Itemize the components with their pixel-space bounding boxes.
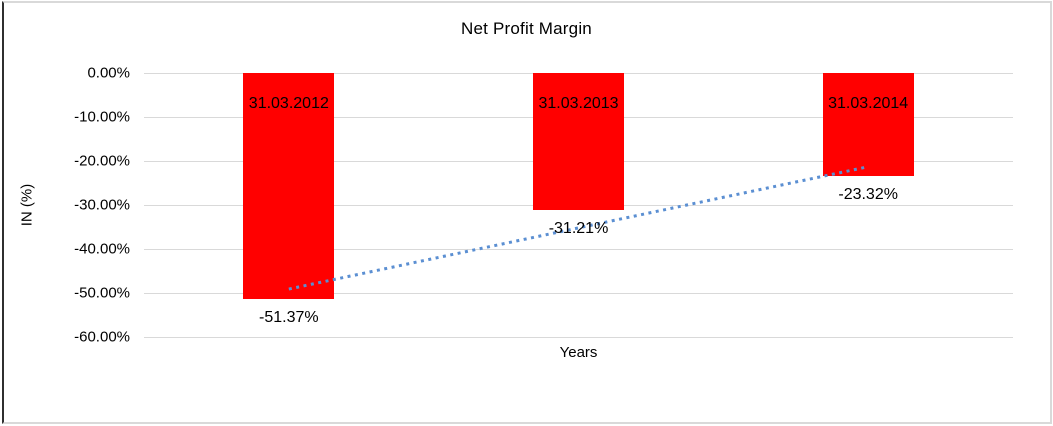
y-tick-label: -40.00%	[74, 240, 130, 258]
y-axis-title: IN (%)	[18, 183, 36, 227]
y-tick-label: -60.00%	[74, 328, 130, 346]
category-label: 31.03.2014	[828, 95, 909, 112]
category-label: 31.03.2013	[538, 95, 619, 112]
y-tick-label: -30.00%	[74, 196, 130, 214]
value-label: -51.37%	[259, 309, 319, 327]
y-tick-label: 0.00%	[87, 64, 130, 82]
bar-31.03.2014	[822, 73, 914, 176]
y-tick-label: -50.00%	[74, 284, 130, 302]
chart-title: Net Profit Margin	[461, 19, 592, 38]
y-tick-label: -20.00%	[74, 152, 130, 170]
x-axis-title: Years	[559, 344, 598, 361]
category-label: 31.03.2012	[248, 95, 329, 112]
y-tick-label: -10.00%	[74, 108, 130, 126]
bar-31.03.2013	[533, 73, 624, 211]
value-label: -23.32%	[838, 185, 898, 203]
gridline	[144, 292, 1013, 294]
gridline	[144, 336, 1013, 338]
value-label: -31.21%	[548, 220, 609, 238]
